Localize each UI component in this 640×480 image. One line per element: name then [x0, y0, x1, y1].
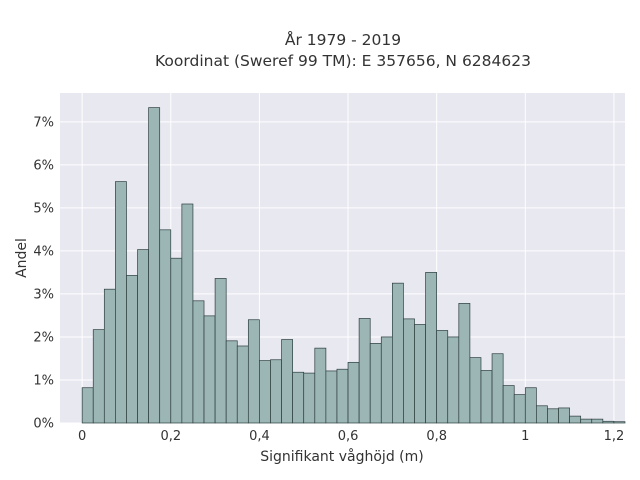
- histogram-bar: [247, 319, 260, 424]
- histogram-bar: [569, 415, 582, 424]
- histogram-bar: [524, 387, 537, 424]
- histogram-bar: [392, 282, 404, 424]
- y-axis-title: Andel: [14, 238, 30, 278]
- histogram-bar: [281, 339, 293, 424]
- histogram-bar: [547, 408, 559, 424]
- histogram-bar: [103, 288, 116, 424]
- histogram-bar: [536, 405, 548, 424]
- x-tick-label: 1: [521, 429, 529, 444]
- histogram-bar: [259, 360, 271, 424]
- x-axis-title: Signifikant våghöjd (m): [260, 448, 423, 465]
- y-tick-label: 7%: [33, 115, 54, 130]
- histogram-bar: [491, 353, 504, 424]
- chart-subtitle: Koordinat (Sweref 99 TM): E 357656, N 62…: [155, 52, 531, 70]
- histogram-bar: [126, 275, 138, 424]
- histogram-bar: [292, 371, 305, 424]
- histogram-bar: [436, 330, 449, 424]
- y-tick-label: 6%: [33, 158, 54, 173]
- histogram-bar: [325, 370, 338, 424]
- chart-title: År 1979 - 2019: [285, 30, 401, 49]
- x-tick-label: 0: [78, 429, 86, 444]
- x-tick-label: 0,8: [426, 429, 447, 444]
- histogram-bar: [613, 421, 626, 424]
- histogram-bar: [591, 418, 604, 424]
- histogram-bar: [181, 203, 194, 424]
- histogram-bar: [81, 387, 94, 424]
- y-tick-label: 5%: [33, 201, 54, 216]
- histogram-bar: [369, 343, 382, 424]
- x-tick-label: 0,4: [249, 429, 270, 444]
- histogram-bar: [602, 420, 615, 424]
- histogram-bar: [236, 345, 249, 424]
- y-tick-label: 3%: [33, 287, 54, 302]
- x-tick-label: 1,2: [604, 429, 625, 444]
- x-axis-ticks: 0 0,2 0,4 0,6 0,8 1 1,2: [78, 429, 624, 444]
- histogram-bar: [159, 229, 172, 424]
- histogram-bar: [203, 315, 216, 424]
- histogram-bar: [137, 249, 149, 424]
- histogram-bars: [81, 107, 626, 424]
- histogram-bar: [513, 394, 526, 424]
- histogram-bar: [303, 372, 316, 424]
- histogram-bar: [314, 347, 327, 424]
- histogram-bar: [447, 336, 460, 424]
- histogram-bar: [214, 278, 227, 424]
- histogram-bar: [270, 359, 282, 424]
- histogram-bar: [170, 257, 183, 424]
- histogram-bar: [403, 318, 415, 424]
- x-tick-label: 0,2: [160, 429, 181, 444]
- y-axis-ticks: 0% 1% 2% 3% 4% 5% 6% 7%: [33, 115, 54, 431]
- histogram-bar: [148, 107, 161, 424]
- histogram-bar: [358, 318, 371, 424]
- histogram-bar: [580, 418, 593, 424]
- y-tick-label: 2%: [33, 330, 54, 345]
- histogram-bar: [502, 385, 515, 424]
- histogram-bar: [480, 370, 493, 424]
- histogram-bar: [425, 272, 438, 424]
- histogram-bar: [469, 357, 482, 424]
- y-tick-label: 0%: [33, 417, 54, 432]
- y-tick-label: 4%: [33, 244, 54, 259]
- y-tick-label: 1%: [33, 373, 54, 388]
- histogram-bar: [347, 361, 360, 424]
- x-tick-label: 0,6: [338, 429, 359, 444]
- histogram-bar: [558, 407, 570, 424]
- histogram-bar: [92, 329, 105, 424]
- histogram-bar: [336, 368, 349, 424]
- histogram-bar: [225, 340, 238, 424]
- histogram-bar: [458, 303, 471, 424]
- histogram-bar: [380, 336, 393, 424]
- histogram-bar: [192, 300, 205, 424]
- histogram-bar: [414, 324, 426, 424]
- histogram-bar: [115, 181, 127, 424]
